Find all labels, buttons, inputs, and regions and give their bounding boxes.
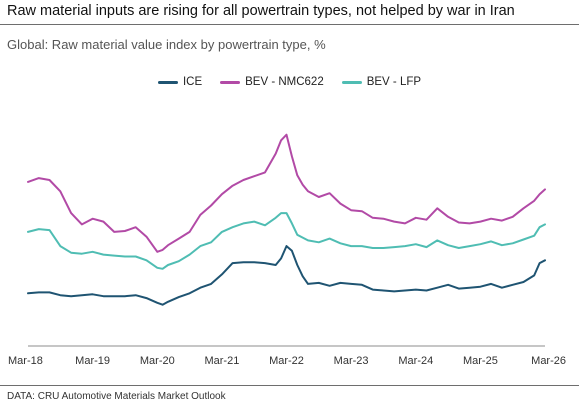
legend-item-bev-lfp: BEV - LFP [341, 76, 422, 88]
x-tick-label: Mar-24 [398, 355, 433, 367]
x-tick-label: Mar-19 [75, 355, 110, 367]
x-axis: Mar-18 Mar-19 Mar-20 Mar-21 Mar-22 Mar-23 Mar-… [8, 345, 566, 367]
legend-item-bev-nmc622: BEV - NMC622 [220, 76, 324, 88]
legend-label-ice: ICE [182, 76, 203, 88]
legend-swatch-bev-nmc622 [220, 80, 241, 84]
source-note: DATA: CRU Automotive Materials Market Ou… [7, 391, 226, 402]
chart-legend: ICE BEV - NMC622 BEV - LFP [0, 76, 579, 88]
legend-item-ice: ICE [157, 76, 203, 88]
x-tick-label: Mar-20 [140, 355, 175, 367]
x-tick-label: Mar-22 [269, 355, 304, 367]
chart-subtitle: Global: Raw material value index by powe… [7, 37, 326, 52]
legend-label-bev-lfp: BEV - LFP [366, 76, 422, 88]
x-tick-label: Mar-18 [8, 355, 43, 367]
x-tick-label: Mar-26 [531, 355, 566, 367]
x-tick-label: Mar-23 [334, 355, 369, 367]
title-divider [0, 24, 579, 25]
series-line-ice [27, 245, 546, 306]
footer-divider [0, 385, 579, 386]
series-layer [27, 133, 546, 306]
series-line-bev-nmc622 [27, 133, 546, 253]
series-line-bev-lfp [27, 212, 546, 270]
legend-label-bev-nmc622: BEV - NMC622 [245, 76, 324, 88]
x-tick-label: Mar-21 [204, 355, 239, 367]
legend-swatch-ice [157, 80, 178, 84]
x-tick-label: Mar-25 [463, 355, 498, 367]
chart-title: Raw material inputs are rising for all p… [7, 3, 515, 19]
legend-swatch-bev-lfp [341, 80, 362, 84]
